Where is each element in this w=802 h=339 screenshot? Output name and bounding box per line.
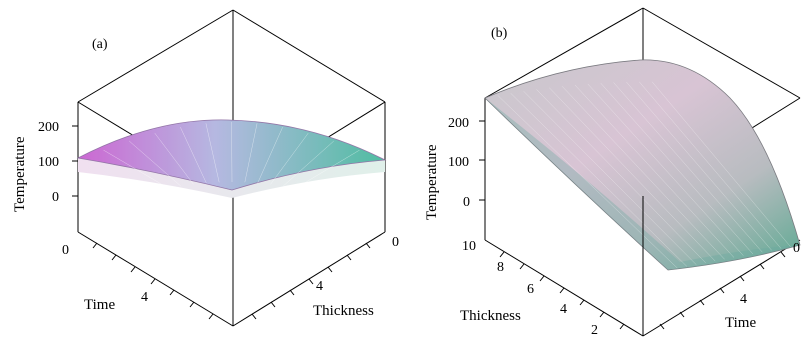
x-tick-label: 8 — [497, 260, 504, 275]
panel-a-box-bottom-left — [77, 231, 234, 327]
panel-a-y-axis: 0 4 Thickness — [251, 235, 399, 320]
panel-b-z-axis: 200 100 0 Temperature — [424, 116, 485, 220]
z-axis-label: Temperature — [12, 136, 28, 212]
panel-a-label: (a) — [92, 37, 108, 52]
surface-mesh-line — [549, 87, 716, 262]
z-tick-label: 200 — [448, 116, 469, 131]
y-tick-label: 0 — [793, 241, 800, 256]
surface-mesh-line — [270, 132, 309, 185]
surface-mesh-line — [296, 149, 360, 189]
surface-mesh-line — [154, 132, 194, 185]
surface-mesh-line — [639, 81, 782, 249]
surface-mesh-line — [561, 86, 725, 260]
surface-mesh-line — [587, 83, 744, 256]
surface-mesh-line — [651, 81, 791, 247]
x-tick-label: 0 — [62, 243, 69, 258]
x-axis-label: Thickness — [460, 308, 521, 324]
z-tick-label: 100 — [38, 155, 59, 170]
surface-mesh-line — [613, 82, 763, 253]
surface-mesh-line — [574, 84, 735, 258]
panel-b-y-axis: 4 0 Time — [659, 241, 800, 331]
panel-a-surface — [76, 119, 387, 198]
surface-mesh-line — [231, 121, 233, 183]
panel-b-box-top-right — [642, 7, 801, 99]
z-tick-label: 0 — [463, 195, 470, 210]
z-tick-label: 100 — [448, 155, 469, 170]
surface-mesh-line — [497, 95, 678, 269]
y-tick-label: 4 — [740, 292, 747, 307]
z-tick-label: 0 — [52, 190, 59, 205]
z-tick-label: 200 — [38, 120, 59, 135]
panel-a-z-axis: 200 100 0 Temperature — [12, 120, 78, 212]
surface-mesh-line — [257, 126, 283, 184]
surface-mesh-line — [523, 91, 697, 265]
surface-mesh-line — [600, 82, 754, 255]
x-tick-label: 2 — [591, 323, 598, 338]
panel-a-box-top-right — [232, 9, 386, 103]
surface-mesh-line — [103, 149, 168, 189]
surface-mesh-line — [129, 140, 181, 187]
y-axis-label: Time — [725, 315, 756, 331]
surface-mesh-line — [244, 123, 258, 183]
panel-a-box-top-left — [77, 9, 234, 103]
panel-b-box-bottom-right — [642, 239, 801, 337]
surface-mesh-line — [180, 126, 207, 184]
panel-b-x-axis: 10 8 6 4 2 Thickness — [460, 239, 625, 338]
z-axis-label: Temperature — [424, 144, 440, 220]
x-tick-label: 10 — [462, 239, 476, 254]
y-tick-label: 4 — [316, 279, 323, 294]
surface-mesh-line — [536, 89, 706, 264]
surface-mesh-line — [205, 123, 220, 183]
x-tick-label: 4 — [560, 302, 567, 317]
x-axis-label: Time — [84, 297, 115, 313]
y-axis-label: Thickness — [313, 303, 374, 319]
y-tick-label: 0 — [392, 235, 399, 250]
surface-mesh-line — [510, 93, 688, 267]
surface-mesh-line — [626, 81, 772, 251]
panel-b-label: (b) — [491, 26, 508, 41]
surface-mesh-line — [283, 140, 334, 187]
x-tick-label: 6 — [527, 282, 534, 297]
panel-a: (a) 200 100 0 Tempera — [12, 9, 399, 327]
x-tick-label: 4 — [141, 290, 148, 305]
panel-b: (b) 200 100 0 Temperatur — [424, 7, 801, 338]
panel-a-x-axis: 0 4 Time — [62, 242, 214, 320]
panel-b-box-top-left — [484, 7, 644, 99]
